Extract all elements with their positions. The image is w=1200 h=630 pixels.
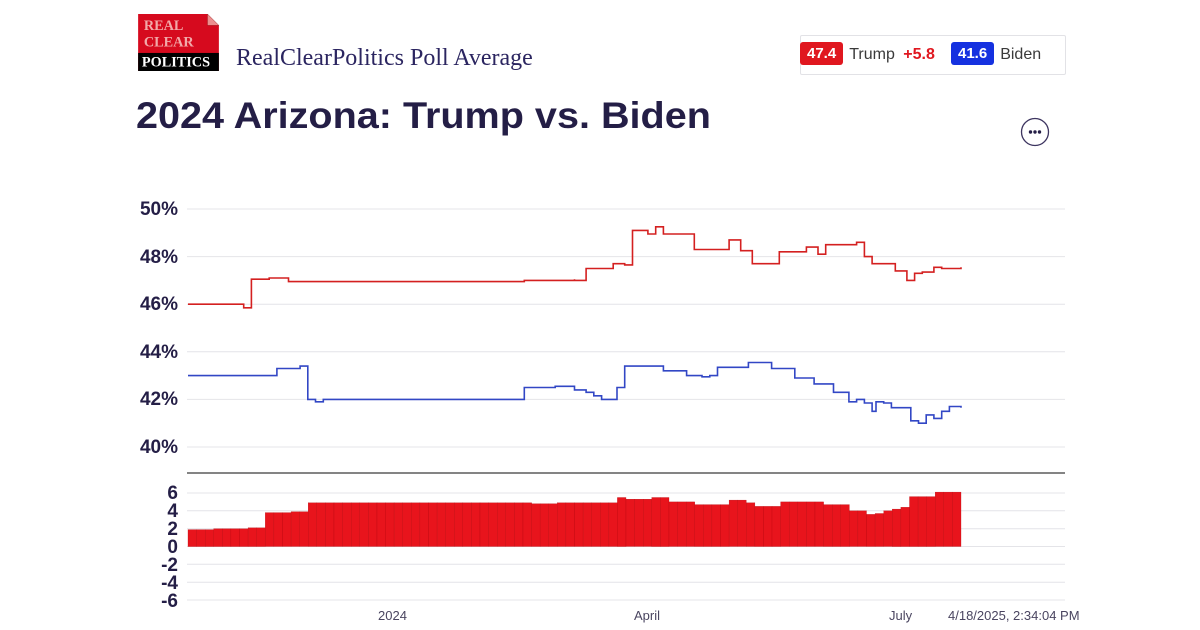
svg-text:POLITICS: POLITICS bbox=[142, 54, 210, 70]
svg-text:CLEAR: CLEAR bbox=[144, 34, 195, 50]
svg-text:REAL: REAL bbox=[144, 18, 184, 34]
